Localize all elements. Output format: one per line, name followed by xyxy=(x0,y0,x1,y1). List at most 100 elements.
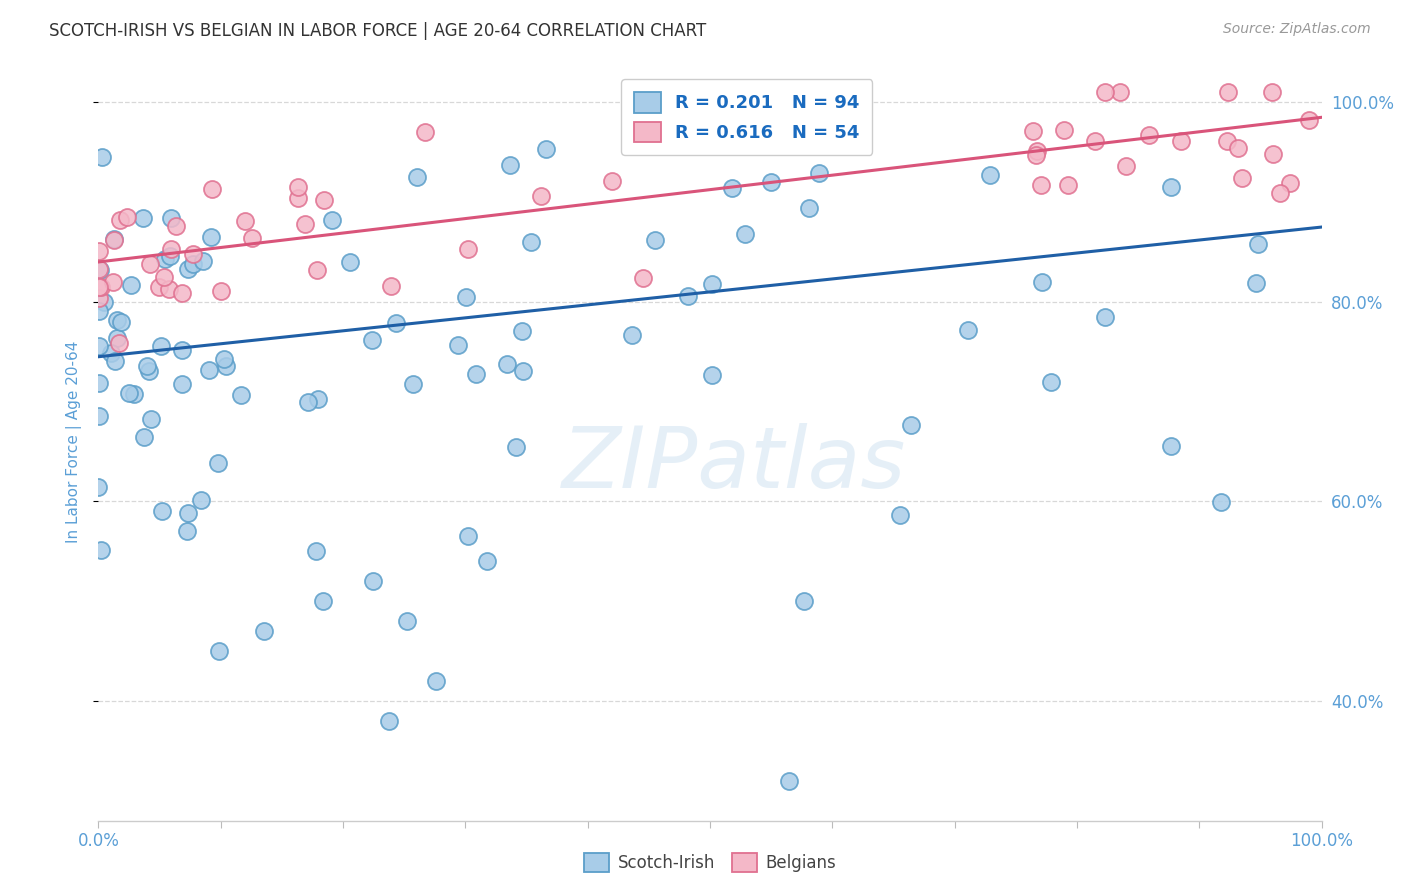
Point xyxy=(979,168,1001,182)
Point xyxy=(87,409,110,424)
Point xyxy=(287,180,309,194)
Point xyxy=(233,214,256,228)
Point xyxy=(1160,179,1182,194)
Point xyxy=(339,255,361,269)
Point xyxy=(148,280,170,294)
Legend: Scotch-Irish, Belgians: Scotch-Irish, Belgians xyxy=(576,845,844,880)
Point xyxy=(1026,144,1049,158)
Point xyxy=(457,528,479,542)
Point xyxy=(139,412,162,426)
Point xyxy=(621,327,644,342)
Point xyxy=(396,614,419,628)
Text: Source: ZipAtlas.com: Source: ZipAtlas.com xyxy=(1223,22,1371,37)
Point xyxy=(505,440,527,454)
Point xyxy=(104,353,127,368)
Point xyxy=(1170,134,1192,148)
Point xyxy=(534,143,557,157)
Point xyxy=(105,331,128,345)
Point xyxy=(402,376,425,391)
Point xyxy=(631,270,654,285)
Text: ZIPatlas: ZIPatlas xyxy=(562,423,907,506)
Point xyxy=(253,624,276,639)
Point xyxy=(200,230,222,244)
Point xyxy=(229,388,252,402)
Point xyxy=(447,338,470,352)
Point xyxy=(425,673,447,688)
Point xyxy=(600,174,623,188)
Point xyxy=(700,368,723,382)
Point xyxy=(1232,170,1254,185)
Point xyxy=(793,594,815,608)
Point xyxy=(108,213,131,227)
Point xyxy=(87,244,110,259)
Point xyxy=(100,345,122,359)
Point xyxy=(1160,439,1182,453)
Point xyxy=(103,232,125,246)
Point xyxy=(134,430,156,444)
Point xyxy=(314,193,336,207)
Point xyxy=(678,288,700,302)
Point xyxy=(115,211,138,225)
Point xyxy=(87,291,110,305)
Y-axis label: In Labor Force | Age 20-64: In Labor Force | Age 20-64 xyxy=(66,341,83,542)
Point xyxy=(510,324,533,338)
Point xyxy=(1053,123,1076,137)
Point xyxy=(530,189,553,203)
Point xyxy=(457,243,479,257)
Point xyxy=(172,343,194,357)
Point xyxy=(176,524,198,539)
Point xyxy=(139,257,162,271)
Point xyxy=(159,249,181,263)
Point xyxy=(103,275,125,289)
Point xyxy=(90,542,112,557)
Point xyxy=(177,506,200,520)
Point xyxy=(363,574,385,589)
Point xyxy=(778,773,800,788)
Point xyxy=(454,290,477,304)
Point xyxy=(1022,124,1045,138)
Point xyxy=(87,480,110,494)
Point xyxy=(1261,86,1284,100)
Point xyxy=(1094,310,1116,325)
Point xyxy=(759,175,782,189)
Point xyxy=(807,166,830,180)
Point xyxy=(181,257,204,271)
Point xyxy=(413,125,436,139)
Point xyxy=(87,262,110,277)
Point xyxy=(1109,86,1132,100)
Point xyxy=(240,230,263,244)
Point xyxy=(464,368,486,382)
Point xyxy=(475,554,498,568)
Point xyxy=(89,262,111,277)
Point xyxy=(155,252,177,267)
Point xyxy=(1031,275,1053,289)
Point xyxy=(385,316,408,330)
Point xyxy=(208,644,231,658)
Point xyxy=(93,294,115,309)
Point xyxy=(956,323,979,337)
Point xyxy=(307,392,329,407)
Point xyxy=(498,158,520,172)
Point xyxy=(380,278,402,293)
Point xyxy=(495,357,517,371)
Point xyxy=(153,270,176,285)
Point xyxy=(215,359,238,373)
Point xyxy=(900,417,922,432)
Point xyxy=(734,227,756,241)
Point xyxy=(107,336,129,351)
Point xyxy=(191,254,214,268)
Point xyxy=(889,508,911,523)
Point xyxy=(160,242,183,256)
Point xyxy=(1039,375,1062,389)
Point xyxy=(209,284,232,298)
Point xyxy=(1137,128,1160,142)
Point xyxy=(207,456,229,470)
Point xyxy=(361,333,384,347)
Point xyxy=(1209,495,1232,509)
Point xyxy=(305,544,328,558)
Point xyxy=(307,263,329,277)
Point xyxy=(190,493,212,508)
Point xyxy=(212,351,235,366)
Point xyxy=(138,364,160,378)
Point xyxy=(644,233,666,247)
